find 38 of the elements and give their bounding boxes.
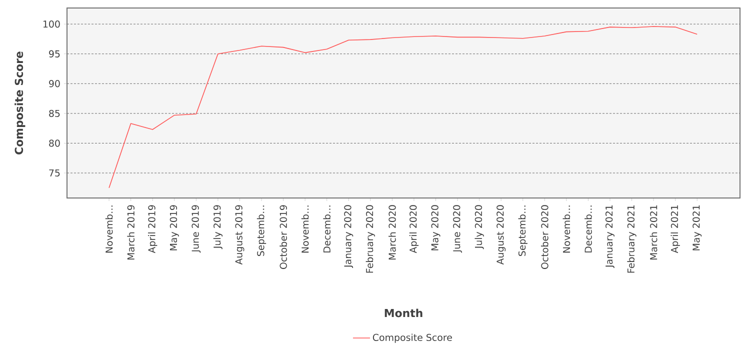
x-tick-label: October 2020 [540, 205, 548, 269]
x-tick-label: August 2020 [496, 205, 506, 265]
x-tick-label: February 2021 [627, 205, 636, 273]
legend-label: Composite Score [372, 334, 452, 343]
y-tick-label: 75 [49, 169, 60, 177]
x-tick-label: June 2020 [453, 205, 462, 253]
y-tick-label: 95 [49, 50, 60, 58]
x-tick-label: May 2019 [170, 205, 179, 250]
x-tick-label: March 2020 [388, 205, 396, 260]
x-tick-label: October 2019 [280, 205, 287, 269]
x-tick-label: Novemb… [105, 206, 113, 253]
line-series [108, 26, 698, 188]
x-tick-label: Decemb… [323, 206, 331, 252]
x-tick-label: Novemb… [301, 206, 309, 253]
y-tick-label: 85 [49, 110, 60, 118]
x-tick-label: May 2021 [692, 205, 702, 250]
x-axis-title: Month [384, 308, 422, 318]
x-tick-label: April 2020 [409, 205, 419, 254]
x-tick-label: Septemb… [518, 206, 528, 256]
x-tick-label: August 2019 [235, 205, 244, 265]
x-tick-label: January 2020 [344, 205, 354, 268]
y-axis-title: Composite Score [14, 52, 26, 154]
x-tick-label: Novemb… [562, 206, 570, 253]
x-tick-label: March 2021 [650, 205, 658, 260]
x-tick-label: April 2021 [670, 205, 680, 254]
x-tick-label: July 2019 [213, 205, 223, 250]
x-tick-label: July 2020 [474, 205, 484, 250]
x-tick-label: January 2021 [605, 205, 614, 268]
x-tick-label: June 2019 [192, 205, 201, 253]
x-tick-label: April 2019 [148, 205, 158, 254]
y-tick-label: 100 [43, 20, 60, 28]
x-tick-label: May 2020 [431, 205, 440, 250]
x-tick-label: Decemb… [584, 206, 592, 252]
y-tick-label: 80 [49, 140, 60, 147]
y-tick-label: 90 [49, 80, 60, 88]
x-tick-label: March 2019 [127, 205, 134, 260]
x-tick-label: February 2020 [366, 205, 375, 273]
x-tick-label: Septemb… [256, 206, 266, 256]
